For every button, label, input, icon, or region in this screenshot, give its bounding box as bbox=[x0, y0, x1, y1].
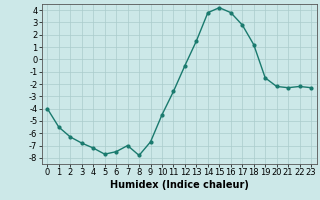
X-axis label: Humidex (Indice chaleur): Humidex (Indice chaleur) bbox=[110, 180, 249, 190]
